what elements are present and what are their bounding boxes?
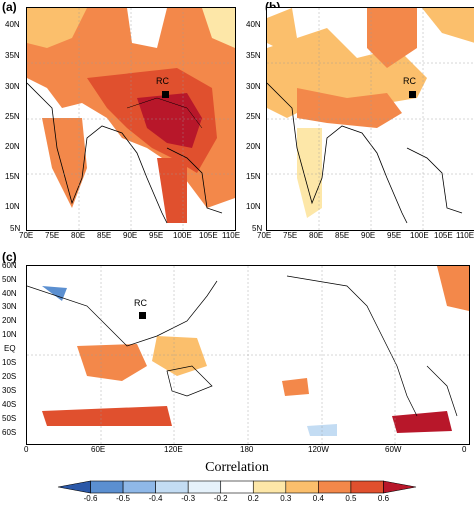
colorbar-segment	[155, 480, 189, 494]
colorbar-segment	[350, 480, 384, 494]
lat-tick: 35N	[5, 51, 20, 60]
lon-tick: 60E	[91, 445, 106, 454]
lat-tick: 15N	[5, 172, 20, 181]
rc-marker-a	[162, 91, 169, 98]
map-panel-a: RC	[26, 7, 236, 231]
colorbar-segment	[57, 480, 91, 494]
lon-tick: 75E	[45, 231, 60, 240]
lon-tick: 110E	[222, 231, 241, 240]
lon-tick: 110E	[456, 231, 474, 240]
colorbar-segment	[187, 480, 222, 494]
lon-tick: 70E	[257, 231, 272, 240]
map-panel-c: RC	[26, 265, 470, 445]
panel-c-label: (c)	[2, 250, 17, 264]
lon-tick: 180	[240, 445, 254, 454]
lon-tick: 95E	[387, 231, 402, 240]
lat-tick: 35N	[246, 51, 261, 60]
lat-tick: 10N	[2, 330, 17, 339]
colorbar-tick-label: -0.6	[83, 494, 98, 503]
lon-tick: 90E	[123, 231, 138, 240]
lon-tick: 105E	[199, 231, 218, 240]
lat-tick: 40N	[5, 20, 20, 29]
colorbar-segment	[90, 480, 124, 494]
lat-tick: 40N	[2, 289, 17, 298]
colorbar-tick-label: -0.4	[148, 494, 163, 503]
lon-tick: 120E	[164, 445, 183, 454]
rc-label-b: RC	[403, 76, 416, 86]
lat-tick: 15N	[246, 172, 261, 181]
lat-tick: 30N	[5, 82, 20, 91]
lon-tick: 105E	[434, 231, 453, 240]
lon-tick: 75E	[283, 231, 298, 240]
colorbar-segment	[318, 480, 352, 494]
lat-tick: 5N	[10, 224, 21, 233]
lat-tick: EQ	[4, 344, 16, 353]
rc-label-a: RC	[156, 76, 169, 86]
colorbar-segment	[122, 480, 156, 494]
lat-tick: 20N	[2, 316, 17, 325]
lat-tick: 5N	[252, 224, 263, 233]
colorbar-tick-label: -0.5	[116, 494, 130, 503]
lat-tick: 40S	[2, 400, 17, 409]
lat-tick: 20N	[5, 142, 20, 151]
lat-tick: 40N	[246, 20, 261, 29]
lon-tick: 0	[24, 445, 29, 454]
lat-tick: 10S	[2, 358, 17, 367]
rc-marker-b	[409, 91, 416, 98]
colorbar-segment	[383, 480, 417, 494]
lat-tick: 60S	[2, 428, 17, 437]
lon-tick: 85E	[335, 231, 350, 240]
lat-tick: 30N	[246, 82, 261, 91]
map-panel-b: RC	[266, 7, 474, 231]
rc-label-c: RC	[134, 298, 147, 308]
rc-marker-c	[139, 312, 146, 319]
colorbar-segment	[220, 480, 254, 494]
lon-tick: 80E	[309, 231, 324, 240]
lat-tick: 50N	[2, 275, 17, 284]
lat-tick: 25N	[246, 112, 261, 121]
lon-tick: 70E	[19, 231, 34, 240]
lon-tick: 95E	[149, 231, 164, 240]
lat-tick: 30N	[2, 302, 17, 311]
colorbar-segment	[252, 480, 287, 494]
lat-tick: 25N	[5, 112, 20, 121]
lon-tick: 100E	[173, 231, 192, 240]
colorbar-tick-label: 0.4	[312, 494, 324, 503]
lat-tick: 10N	[246, 202, 261, 211]
lat-tick: 10N	[5, 202, 20, 211]
colorbar-tick-label: 0.6	[377, 494, 390, 503]
colorbar-tick-label: 0.2	[247, 494, 259, 503]
lat-tick: 30S	[2, 386, 17, 395]
lat-tick: 60N	[2, 261, 17, 270]
colorbar-segment	[285, 480, 319, 494]
lat-tick: 20N	[246, 142, 261, 151]
lon-tick: 0	[462, 445, 467, 454]
correlation-field-c	[27, 266, 469, 444]
colorbar-tick-label: -0.3	[181, 494, 196, 503]
correlation-field-b	[267, 8, 474, 230]
lat-tick: 50S	[2, 414, 17, 423]
colorbar-tick-label: 0.3	[280, 494, 292, 503]
colorbar-title: Correlation	[205, 460, 269, 475]
lon-tick: 80E	[71, 231, 86, 240]
colorbar	[57, 480, 417, 494]
lon-tick: 90E	[361, 231, 376, 240]
lon-tick: 85E	[97, 231, 112, 240]
correlation-field-a	[27, 8, 235, 230]
lat-tick: 20S	[2, 372, 17, 381]
lon-tick: 100E	[410, 231, 429, 240]
panel-a-label: (a)	[2, 0, 17, 14]
colorbar-tick-label: 0.5	[345, 494, 357, 503]
lon-tick: 60W	[385, 445, 402, 454]
colorbar-tick-label: -0.2	[213, 494, 228, 503]
lon-tick: 120W	[308, 445, 329, 454]
